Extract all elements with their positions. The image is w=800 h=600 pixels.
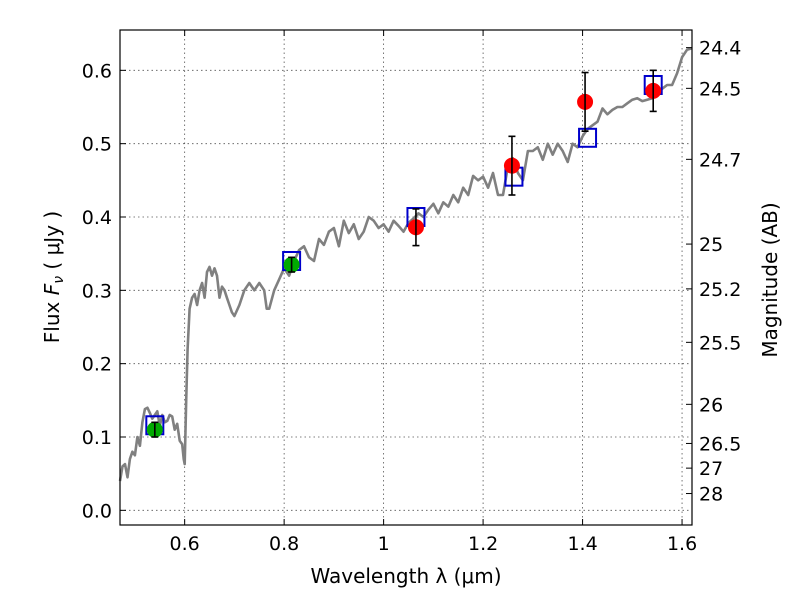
- x-tick-label: 1.4: [567, 533, 597, 555]
- y-axis-label-prefix: Flux: [40, 295, 64, 343]
- plot-frame: [119, 29, 693, 526]
- grid-lines: [120, 30, 692, 525]
- y-tick-label: 0.5: [82, 134, 112, 156]
- y-tick-label: 0.1: [82, 427, 112, 449]
- y-tick-label: 0.2: [82, 354, 112, 376]
- model-photometry-box: [578, 127, 598, 148]
- mag-tick-label: 26.5: [699, 433, 741, 455]
- y-tick-label: 0.3: [82, 280, 112, 302]
- mag-tick-label: 25.5: [699, 332, 741, 354]
- mag-tick-label: 24.4: [699, 38, 741, 60]
- y-tick-label: 0.0: [82, 500, 112, 522]
- mag-tick-label: 24.5: [699, 78, 741, 100]
- y-tick-label: 0.4: [82, 207, 112, 229]
- mag-tick-label: 25.2: [699, 279, 741, 301]
- axis-ticks: [120, 30, 692, 525]
- y-axis-label: Flux Fν ( μJy ): [40, 211, 67, 343]
- y-axis-label-unit: ( μJy ): [40, 211, 64, 276]
- x-tick-label: 1.2: [468, 533, 498, 555]
- x-tick-label: 1.6: [667, 533, 697, 555]
- secondary-y-axis-label: Magnitude (AB): [758, 202, 782, 357]
- mag-tick-label: 25: [699, 234, 723, 256]
- x-tick-label: 1: [378, 533, 390, 555]
- y-axis-label-subscript: ν: [51, 276, 67, 284]
- x-axis-label: Wavelength λ (μm): [310, 564, 501, 588]
- x-tick-label: 0.8: [269, 533, 299, 555]
- y-axis-label-symbol: F: [40, 283, 64, 295]
- plot-area: [118, 47, 693, 482]
- mag-tick-label: 28: [699, 484, 723, 506]
- y-tick-label: 0.6: [82, 60, 112, 82]
- mag-tick-label: 26: [699, 394, 723, 416]
- x-tick-label: 0.6: [170, 533, 200, 555]
- mag-tick-label: 24.7: [699, 149, 741, 171]
- mag-tick-label: 27: [699, 458, 723, 480]
- sed-model-line: [118, 47, 693, 482]
